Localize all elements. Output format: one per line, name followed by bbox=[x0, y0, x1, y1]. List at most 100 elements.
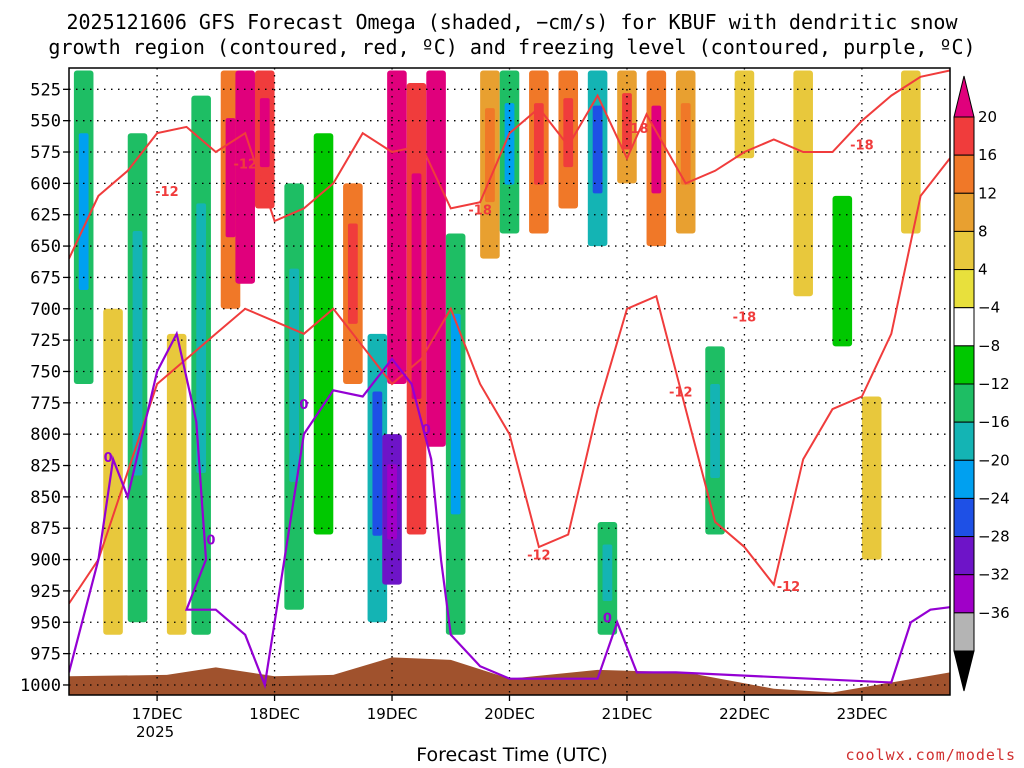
y-tick-label-800: 800 bbox=[30, 425, 61, 445]
x-tick-label-2: 19DEC bbox=[367, 705, 418, 723]
dgz-lower-label-1: -18 bbox=[733, 310, 757, 325]
omega-cell-27 bbox=[734, 70, 755, 159]
colorbar-label-5: −4 bbox=[978, 299, 1000, 317]
dgz-upper-contour bbox=[69, 69, 950, 260]
colorbar-segment-9 bbox=[953, 459, 975, 499]
dgz-lower-label-4: -12 bbox=[527, 549, 551, 564]
omega-core-7 bbox=[259, 98, 270, 168]
freezing-label-3: 0 bbox=[422, 423, 431, 438]
dgz-lower-label-2: -12 bbox=[669, 386, 693, 401]
x-axis-label: Forecast Time (UTC) bbox=[416, 744, 608, 766]
y-tick-label-525: 525 bbox=[30, 80, 61, 100]
colorbar-label-2: 12 bbox=[978, 184, 997, 202]
omega-cell-28 bbox=[793, 70, 813, 297]
colorbar-segment-13 bbox=[953, 612, 975, 652]
omega-core-26 bbox=[710, 384, 720, 479]
omega-core-0 bbox=[78, 133, 89, 290]
y-axis: 525 550 575 600 625 650 675 700 725 750 775 800 825 8… bbox=[20, 80, 69, 696]
colorbar-segment-0 bbox=[953, 116, 975, 156]
colorbar-label-0: 20 bbox=[978, 108, 997, 126]
y-tick-label-550: 550 bbox=[30, 112, 61, 132]
omega-cell-9 bbox=[313, 133, 334, 535]
colorbar-label-10: −24 bbox=[978, 489, 1010, 507]
colorbar-label-12: −32 bbox=[978, 566, 1010, 584]
y-tick-label-975: 975 bbox=[30, 645, 61, 665]
omega-core-21 bbox=[592, 105, 603, 194]
y-tick-label-850: 850 bbox=[30, 488, 61, 508]
freezing-label-0: 0 bbox=[104, 451, 113, 466]
omega-core-15 bbox=[431, 145, 441, 334]
omega-cell-1 bbox=[103, 308, 123, 635]
colorbar-segment-8 bbox=[953, 421, 975, 461]
colorbar-label-7: −12 bbox=[978, 375, 1010, 393]
x-tick-label-5: 22DEC bbox=[719, 705, 770, 723]
omega-core-13 bbox=[392, 133, 402, 290]
y-tick-label-750: 750 bbox=[30, 362, 61, 382]
dgz-lower-contour bbox=[69, 157, 950, 605]
omega-core-22 bbox=[602, 544, 613, 601]
dgz-contour-label-2: -18 bbox=[625, 122, 649, 137]
omega-core-11 bbox=[372, 391, 383, 536]
colorbar-segment-10 bbox=[953, 497, 975, 538]
omega-core-24 bbox=[651, 105, 662, 194]
omega-core-4 bbox=[196, 203, 207, 474]
contour-layer: -12 -18 -18 -18 -12 -18 -12 -12 -12 0 0 0 0 0 bbox=[69, 69, 950, 690]
colorbar-segment-1 bbox=[953, 154, 975, 194]
omega-core-10 bbox=[347, 223, 358, 324]
colorbar-label-11: −28 bbox=[978, 528, 1010, 546]
omega-core-18 bbox=[504, 103, 515, 185]
y-tick-label-725: 725 bbox=[30, 331, 61, 351]
colorbar-label-1: 16 bbox=[978, 146, 997, 164]
freezing-label-1: 0 bbox=[206, 534, 215, 549]
colorbar-label-4: 4 bbox=[978, 261, 988, 279]
omega-core-5 bbox=[225, 118, 236, 238]
terrain-fill bbox=[69, 657, 950, 695]
omega-core-19 bbox=[533, 103, 544, 185]
colorbar-label-3: 8 bbox=[978, 222, 988, 240]
freezing-label-4: 0 bbox=[603, 611, 612, 626]
dgz-contour-label-1: -18 bbox=[468, 204, 492, 219]
y-tick-label-1000: 1000 bbox=[20, 676, 61, 696]
credit-link[interactable]: coolwx.com/models bbox=[845, 746, 1016, 764]
chart-title-line-2: growth region (contoured, red, ºC) and f… bbox=[48, 35, 976, 59]
terrain-layer bbox=[69, 657, 950, 695]
colorbar-segment-2 bbox=[953, 192, 975, 232]
y-tick-label-950: 950 bbox=[30, 613, 61, 633]
colorbar-segment-3 bbox=[953, 230, 975, 271]
y-tick-label-700: 700 bbox=[30, 300, 61, 320]
colorbar-label-8: −16 bbox=[978, 413, 1010, 431]
colorbar-segment-6 bbox=[953, 345, 975, 385]
colorbar-segment-7 bbox=[953, 383, 975, 423]
y-tick-label-875: 875 bbox=[30, 519, 61, 539]
omega-core-2 bbox=[132, 231, 143, 476]
chart-title-line-1: 2025121606 GFS Forecast Omega (shaded, −… bbox=[66, 10, 958, 34]
x-tick-label-1: 18DEC bbox=[249, 705, 300, 723]
y-tick-label-900: 900 bbox=[30, 551, 61, 571]
y-tick-label-575: 575 bbox=[30, 143, 61, 163]
colorbar-label-13: −36 bbox=[978, 604, 1010, 622]
x-tick-label-0: 17DEC bbox=[132, 705, 183, 723]
omega-core-25 bbox=[680, 103, 691, 185]
colorbar-segment-4 bbox=[953, 269, 975, 309]
dgz-contour-label-3: -18 bbox=[850, 139, 874, 154]
omega-cell-30 bbox=[861, 396, 882, 560]
y-tick-label-625: 625 bbox=[30, 206, 61, 226]
y-tick-label-650: 650 bbox=[30, 237, 61, 257]
x-tick-sublabel-0: 2025 bbox=[136, 723, 174, 741]
omega-core-17 bbox=[485, 108, 495, 203]
colorbar-segment-11 bbox=[953, 536, 975, 576]
y-tick-label-825: 825 bbox=[30, 457, 61, 477]
omega-core-20 bbox=[563, 98, 574, 168]
freezing-level-contour bbox=[69, 330, 950, 690]
omega-cell-29 bbox=[832, 195, 853, 347]
x-tick-label-4: 21DEC bbox=[602, 705, 653, 723]
colorbar-top-arrow bbox=[953, 75, 975, 118]
omega-shading-layer bbox=[73, 70, 921, 635]
colorbar-label-9: −20 bbox=[978, 451, 1010, 469]
omega-core-23 bbox=[622, 93, 632, 150]
colorbar: 20 16 12 8 4 −4 −8 −12 −16 −20 −24 −28 −32 −36 bbox=[953, 75, 1010, 692]
omega-cell-31 bbox=[901, 70, 921, 234]
freezing-label-2: 0 bbox=[299, 398, 308, 413]
